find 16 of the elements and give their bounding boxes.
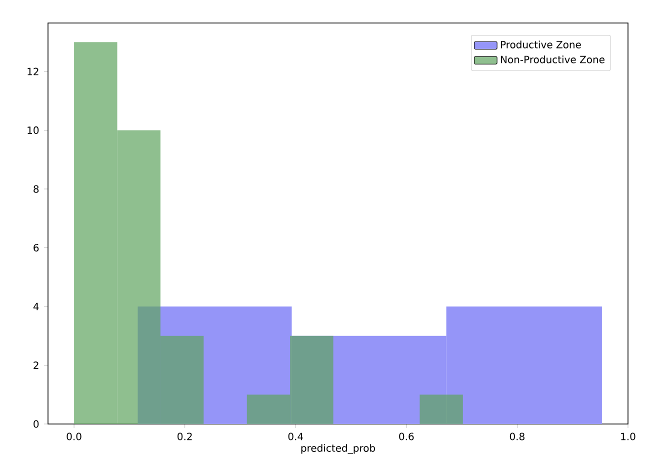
y-tick-label: 8 [34, 185, 39, 193]
x-tick-label: 0.2 [178, 432, 192, 440]
legend-label: Non-Productive Zone [500, 56, 604, 64]
y-tick-label: 6 [34, 244, 39, 252]
x-tick-label: 1.0 [621, 432, 636, 440]
x-axis-title: predicted_prob [301, 444, 376, 454]
x-tick-label: 0.6 [399, 432, 414, 440]
x-tick-label: 0.4 [288, 432, 304, 440]
y-tick-label: 12 [28, 68, 38, 76]
x-tick-label: 0.8 [510, 432, 524, 440]
y-tick-label: 4 [33, 302, 39, 310]
legend-label: Productive Zone [500, 40, 581, 48]
y-tick-label: 10 [28, 126, 39, 134]
y-tick-label: 2 [34, 362, 38, 369]
x-tick-label: 0.0 [66, 432, 82, 440]
y-tick-label: 0 [34, 420, 39, 428]
